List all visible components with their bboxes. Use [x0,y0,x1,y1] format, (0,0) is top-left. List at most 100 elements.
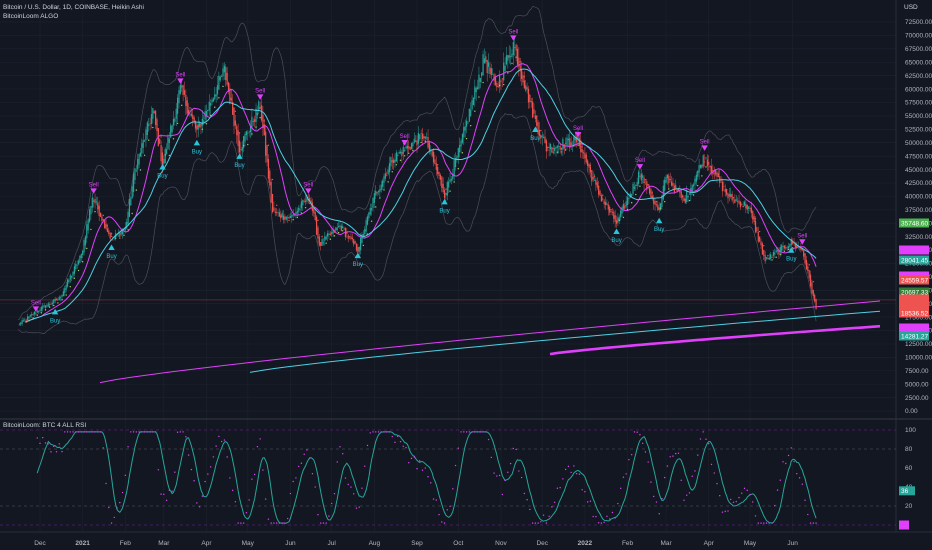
candle-body [379,189,381,193]
candle-body [391,160,393,163]
candle-body [541,135,543,138]
candle-body [580,140,582,153]
price-tag [899,301,929,311]
candle-body [687,195,689,198]
candle-body [540,135,542,139]
rsi-dot [526,499,528,501]
trend-dot [750,210,753,212]
candle-body [453,160,455,177]
candle-body [274,211,276,214]
rsi-dot [537,522,539,524]
candle-body [342,226,344,229]
trend-dot [783,250,786,252]
rsi-dot [617,502,619,505]
rsi-dot [471,431,473,433]
price-axis[interactable]: 72500.00 70000.00 67500.00 65000.00 62500.00… [905,19,932,415]
rsi-dot [719,494,721,497]
candle-body [415,140,417,142]
sell-label: Sell [508,29,518,35]
candle-body [132,173,135,192]
trend-dot [292,218,294,221]
rsi-dot [353,493,355,495]
candle-body [172,118,175,126]
candle-body [551,147,553,153]
price-tick-label: 37500.00 [905,207,932,214]
trend-dot [321,235,323,238]
rsi-dot [785,462,787,465]
ma-magenta-thick [549,324,881,356]
rsi-dot [476,431,479,433]
candle-body [126,221,128,229]
rsi-dot [487,438,490,441]
time-tick-label: Feb [120,540,132,547]
rsi-dot [727,510,729,512]
candle-body [265,131,267,156]
sell-triangle [574,131,582,138]
symbol-title[interactable]: Bitcoin / U.S. Dollar, 1D, COINBASE, Hei… [3,4,144,11]
rsi-current-tag [899,486,915,496]
rsi-dot [746,489,748,492]
rsi-dot [677,452,680,454]
rsi-dot [314,486,316,488]
rsi-dot [763,522,765,524]
candle-body [622,203,625,209]
grid-lines [0,0,932,533]
rsi-dot [760,522,762,524]
rsi-dot [251,478,253,480]
trend-dot [808,264,810,266]
rsi-dot [790,447,792,449]
candle-body [695,174,697,182]
candle-body [196,125,198,131]
rsi-dot [545,522,548,524]
rsi-dot [168,489,171,492]
sell-triangle [636,164,644,170]
candle-body [325,236,327,240]
rsi-dot [278,522,281,524]
rsi-dot [735,500,737,503]
trend-dot [362,244,365,247]
trend-dot [800,248,802,250]
candle-body [512,41,514,55]
candle-body [668,175,670,184]
rsi-dot [358,506,360,508]
rsi-dot [215,445,217,447]
candle-body [697,170,699,177]
buy-label: Buy [353,262,363,268]
trend-dot [445,188,447,190]
trend-dot [635,193,637,196]
moving-averages [24,56,817,323]
rsi-dot [553,501,556,503]
candle-body [328,233,330,236]
rsi-dot [163,493,165,496]
candle-body [431,149,433,157]
candle-body [138,154,140,165]
candle-body [721,181,724,192]
trend-dot [581,146,583,148]
candle-body [99,212,102,217]
rsi-dot [614,517,616,519]
candle-body [298,207,300,212]
trend-dot [44,309,47,311]
price-tick-label: 5000.00 [905,381,929,388]
rsi-dot [661,497,663,500]
candle-body [205,111,208,116]
trend-dot [275,204,278,206]
time-axis[interactable]: Dec 2021 Feb Mar Apr May Jun Jul Aug Sep Oct Nov Dec… [34,540,798,547]
rsi-dot [209,466,212,468]
rsi-indicator-legend[interactable]: BitcoinLoom: BTC 4 ALL RSI [3,422,87,429]
candle-body [185,94,187,107]
candle-body [690,187,692,196]
candle-body [61,294,63,298]
candle-body [790,238,792,246]
sell-label: Sell [89,182,99,188]
rsi-dot [152,431,154,433]
rsi-dot [655,501,658,503]
trend-dot [110,233,113,235]
indicator-legend[interactable]: BitcoinLoom ALGO [3,13,59,20]
candle-body [592,176,594,180]
candle-body [515,44,517,51]
sell-label: Sell [400,134,410,140]
candle-body [684,199,686,204]
rsi-dot [331,502,333,505]
candle-body [792,241,794,245]
